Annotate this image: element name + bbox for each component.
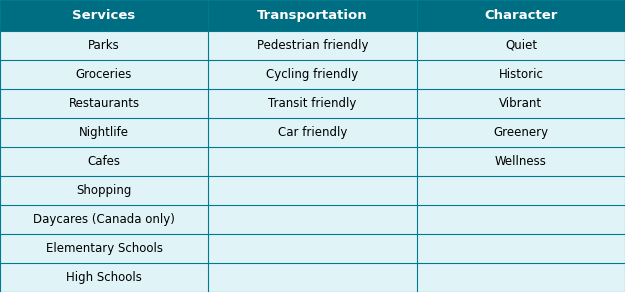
Bar (208, 118, 417, 147)
Text: Restaurants: Restaurants (69, 97, 139, 110)
Bar (208, 263, 417, 292)
Text: Car friendly: Car friendly (278, 126, 348, 139)
Bar (208, 205, 417, 234)
Text: Transit friendly: Transit friendly (268, 97, 357, 110)
Bar (417, 89, 625, 118)
Text: Cycling friendly: Cycling friendly (266, 68, 359, 81)
Bar (208, 176, 417, 205)
Text: Pedestrian friendly: Pedestrian friendly (257, 39, 368, 52)
Text: Character: Character (484, 9, 558, 22)
Text: Daycares (Canada only): Daycares (Canada only) (33, 213, 175, 226)
Text: Elementary Schools: Elementary Schools (46, 242, 162, 255)
Text: Historic: Historic (499, 68, 543, 81)
Text: Vibrant: Vibrant (499, 97, 542, 110)
Bar (208, 147, 417, 176)
Text: Services: Services (72, 9, 136, 22)
Bar (0, 176, 208, 205)
Bar (0, 89, 208, 118)
Bar (0, 118, 208, 147)
Bar (208, 60, 417, 89)
Text: Nightlife: Nightlife (79, 126, 129, 139)
Bar (0, 31, 208, 60)
Text: Transportation: Transportation (258, 9, 368, 22)
Text: Groceries: Groceries (76, 68, 132, 81)
Bar (0, 60, 208, 89)
Bar (417, 31, 625, 60)
Bar (208, 89, 417, 118)
Text: Quiet: Quiet (505, 39, 537, 52)
Bar (417, 234, 625, 263)
Bar (417, 0, 625, 31)
Bar (417, 147, 625, 176)
Text: Shopping: Shopping (76, 184, 132, 197)
Bar (417, 176, 625, 205)
Bar (208, 234, 417, 263)
Text: Greenery: Greenery (493, 126, 549, 139)
Bar (208, 0, 417, 31)
Text: Parks: Parks (88, 39, 120, 52)
Bar (417, 205, 625, 234)
Bar (0, 147, 208, 176)
Text: Cafes: Cafes (88, 155, 121, 168)
Text: Wellness: Wellness (495, 155, 547, 168)
Bar (208, 31, 417, 60)
Bar (0, 234, 208, 263)
Text: High Schools: High Schools (66, 271, 142, 284)
Bar (417, 60, 625, 89)
Bar (0, 205, 208, 234)
Bar (0, 0, 208, 31)
Bar (417, 263, 625, 292)
Bar (0, 263, 208, 292)
Bar (417, 118, 625, 147)
